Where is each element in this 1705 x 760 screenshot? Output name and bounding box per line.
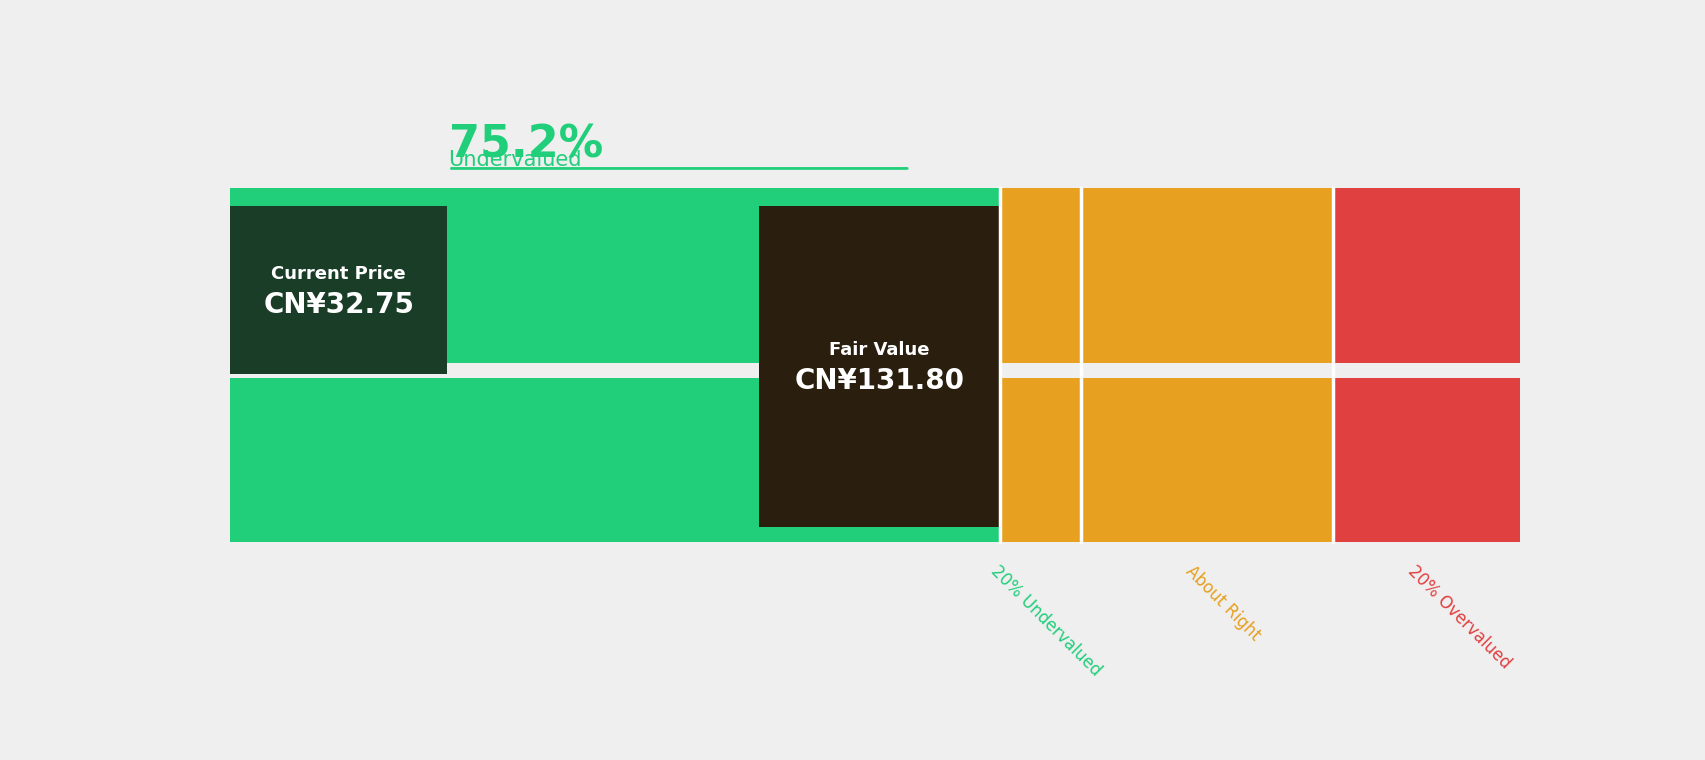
Bar xyxy=(230,378,999,542)
Text: 20% Overvalued: 20% Overvalued xyxy=(1403,562,1512,673)
Text: CN¥32.75: CN¥32.75 xyxy=(263,291,414,318)
Bar xyxy=(1081,188,1332,363)
Text: 75.2%: 75.2% xyxy=(448,123,602,166)
Text: Undervalued: Undervalued xyxy=(448,150,581,169)
Bar xyxy=(230,207,447,374)
Text: Fair Value: Fair Value xyxy=(829,341,929,359)
Bar xyxy=(230,188,999,363)
Bar xyxy=(1332,188,1519,363)
Text: About Right: About Right xyxy=(1182,562,1263,644)
Text: CN¥131.80: CN¥131.80 xyxy=(795,367,963,395)
Text: 20% Undervalued: 20% Undervalued xyxy=(987,562,1105,680)
Bar xyxy=(1081,378,1332,542)
Bar xyxy=(1332,378,1519,542)
Text: Current Price: Current Price xyxy=(271,264,406,283)
Bar xyxy=(759,207,999,527)
Bar xyxy=(999,378,1081,542)
Bar xyxy=(999,188,1081,363)
